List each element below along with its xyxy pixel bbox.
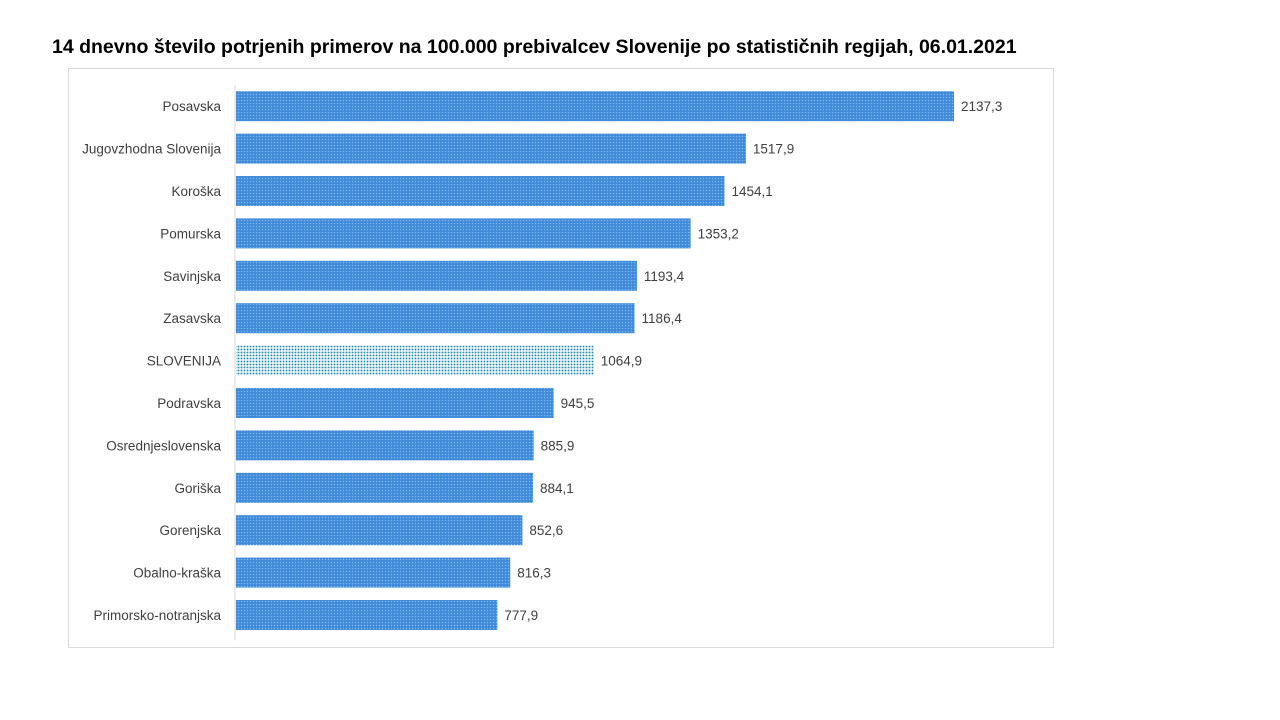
category-label: Savinjska (163, 269, 221, 284)
data-label: 1454,1 (731, 184, 772, 199)
category-label: SLOVENIJA (147, 354, 221, 369)
category-label: Pomurska (160, 226, 221, 241)
category-label: Obalno-kraška (133, 566, 221, 581)
category-label: Osrednjeslovenska (106, 438, 221, 453)
category-label: Podravska (157, 396, 221, 411)
data-label: 885,9 (541, 438, 575, 453)
data-label: 1064,9 (601, 354, 642, 369)
data-label: 1193,4 (644, 269, 685, 284)
data-label: 1353,2 (698, 226, 739, 241)
category-label: Zasavska (163, 311, 221, 326)
bar-savinjska (236, 260, 637, 291)
data-label: 2137,3 (961, 99, 1002, 114)
bar-koroška (236, 176, 725, 206)
data-label: 816,3 (517, 566, 551, 581)
data-label: 1517,9 (753, 142, 794, 157)
bar-posavska (236, 91, 954, 122)
data-label: 884,1 (540, 481, 574, 496)
data-label: 777,9 (504, 608, 538, 623)
bar-pomurska (236, 218, 691, 249)
bar-goriška (236, 472, 534, 503)
chart-title: 14 dnevno število potrjenih primerov na … (52, 36, 1017, 58)
bar-primorsko-notranjska (236, 600, 498, 630)
bar-gorenjska (236, 515, 523, 546)
data-label: 852,6 (529, 523, 563, 538)
category-label: Goriška (174, 481, 221, 496)
bar-slovenija (236, 345, 594, 376)
bar-obalno-kraška (236, 557, 511, 588)
category-label: Primorsko-notranjska (93, 608, 221, 623)
bar-osrednjeslovenska (236, 430, 534, 461)
data-label: 945,5 (561, 396, 595, 411)
category-label: Posavska (162, 99, 221, 114)
bar-jugovzhodna-slovenija (236, 133, 746, 164)
category-label: Gorenjska (159, 523, 221, 538)
category-label: Koroška (171, 184, 221, 199)
bar-podravska (236, 388, 554, 418)
bar-zasavska (236, 303, 635, 334)
data-label: 1186,4 (642, 311, 683, 326)
category-label: Jugovzhodna Slovenija (82, 142, 221, 157)
